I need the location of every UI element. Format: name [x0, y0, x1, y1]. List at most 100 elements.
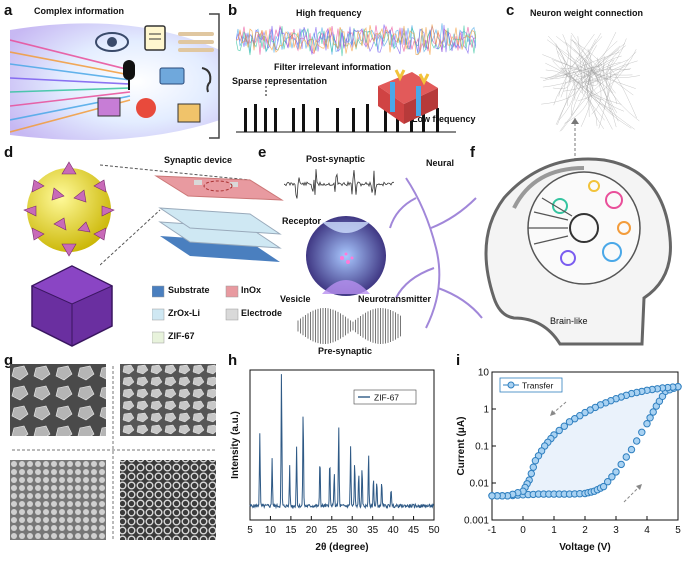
chart-i-arrowhead-up — [636, 484, 642, 490]
panel-label-h: h — [228, 352, 238, 369]
chart-i-ytick-label: 1 — [483, 405, 489, 416]
chart-i-point-forward — [627, 445, 636, 454]
weight-connection — [560, 68, 593, 127]
weight-connection — [548, 35, 567, 98]
chart-i-ytick-label: 0.001 — [464, 516, 489, 527]
chart-i-point-reverse — [531, 457, 540, 465]
legend-substrate: Substrate — [168, 285, 210, 295]
weight-connection — [590, 66, 619, 122]
lf-spike — [302, 104, 305, 132]
xrd-chart: 5 10 15 20 25 30 35 40 45 50 2θ (degree) Intensity … — [230, 369, 440, 553]
weight-connection — [578, 43, 626, 85]
chart-i-point-reverse — [560, 422, 569, 430]
weight-connection — [545, 69, 613, 130]
vesicle-label: Vesicle — [280, 294, 311, 304]
chart-i-ytick-label: 0.01 — [470, 479, 490, 490]
panel-label-g: g — [4, 352, 14, 369]
legend-swatch — [152, 308, 165, 321]
weight-connection — [606, 59, 618, 113]
chart-i-legend-marker — [507, 381, 515, 389]
sem-images — [10, 364, 216, 540]
legend-zrox-li: ZrOx-Li — [168, 308, 201, 318]
image-icon — [177, 103, 201, 123]
panel-c-title: Neuron weight connection — [530, 8, 644, 18]
weight-connection — [542, 59, 629, 88]
chart-i-ylabel: Current (μA) — [456, 417, 467, 476]
chart-h-xtick-label: 25 — [326, 525, 338, 536]
brain-head-illustration — [484, 157, 672, 346]
pre-synaptic-label: Pre-synaptic — [318, 346, 373, 356]
panel-label-c: c — [506, 2, 515, 19]
weight-connection — [560, 67, 580, 82]
chart-i-point-forward — [604, 478, 612, 486]
chart-i-arrow-down — [551, 401, 567, 415]
neurotransmitter-label: Neurotransmitter — [358, 294, 432, 304]
weight-connection — [603, 56, 640, 122]
chart-i-xtick-label: 5 — [675, 525, 681, 536]
chart-i-point-forward — [617, 460, 625, 469]
chart-i-point-forward — [608, 473, 616, 481]
weight-connection — [574, 68, 630, 101]
chart-i-ytick-label: 0.1 — [475, 442, 489, 453]
low-frequency-spikes — [236, 86, 456, 133]
high-frequency-signal — [236, 23, 476, 57]
panel-label-e: e — [258, 144, 267, 161]
chart-i-xlabel: Voltage (V) — [559, 542, 610, 553]
text-lines-icon — [178, 32, 214, 52]
synaptic-device-stack — [154, 175, 284, 262]
neural-label: Neural — [426, 158, 455, 168]
sem-image-3 — [10, 460, 106, 540]
zif-67-crystal-illustration — [30, 265, 114, 347]
panel-b-high-label: High frequency — [296, 8, 362, 18]
panel-label-i: i — [456, 352, 461, 369]
weight-connection — [603, 51, 637, 110]
weight-connection — [542, 65, 601, 81]
pre-synaptic-signal — [297, 308, 401, 344]
chart-i-xtick-label: 0 — [520, 525, 526, 536]
weight-connection — [546, 39, 603, 76]
weight-connection — [571, 62, 621, 116]
weight-connection — [555, 69, 593, 125]
lf-spike — [264, 108, 267, 132]
sem-image-1 — [10, 364, 106, 436]
microphone-icon — [123, 60, 135, 90]
gear-icon — [136, 98, 156, 118]
weight-connection — [606, 66, 637, 119]
chart-i-xtick-label: 3 — [613, 525, 619, 536]
hf-trace — [236, 24, 476, 55]
synaptic-device-title: Synaptic device — [164, 155, 233, 165]
panel-label-a: a — [4, 2, 13, 19]
lf-spike — [352, 108, 355, 132]
lf-spike — [436, 108, 439, 132]
zif-67-sphere-illustration — [23, 161, 115, 257]
chart-i-point-forward — [643, 420, 651, 428]
monitor-icon — [159, 67, 185, 85]
chart-h-ylabel: Intensity (a.u.) — [230, 411, 241, 479]
weight-connection — [573, 64, 629, 83]
chart-h-legend-box — [353, 389, 417, 405]
weight-connection — [559, 68, 632, 132]
chart-h-xtick-label: 40 — [388, 525, 400, 536]
chart-i-arrowhead-down — [550, 410, 556, 416]
receptor-label: Receptor — [282, 216, 322, 226]
chart-i-xtick-label: -1 — [488, 525, 497, 536]
weight-connection — [541, 49, 582, 105]
legend-swatch — [152, 331, 165, 344]
weight-connection — [575, 31, 617, 77]
device-legend-swatches — [152, 285, 239, 344]
panel-label-f: f — [470, 144, 475, 161]
chart-i-legend-box — [499, 377, 563, 393]
panel-a-illustration — [10, 23, 220, 140]
legend-swatch — [225, 285, 239, 298]
lf-spike — [292, 108, 295, 132]
weight-connection — [553, 69, 601, 106]
panel-b-low-label: Low frequency — [412, 114, 476, 124]
panel-label-d: d — [4, 144, 14, 161]
chart-h-xtick-label: 20 — [306, 525, 318, 536]
chart-i-point-forward — [612, 468, 620, 476]
chart-i-point-reverse — [527, 469, 536, 478]
chart-i-point-forward — [599, 482, 608, 491]
chart-h-xtick-label: 30 — [347, 525, 359, 536]
weight-connection — [588, 59, 625, 112]
chart-h-series-zif-67 — [249, 374, 435, 510]
